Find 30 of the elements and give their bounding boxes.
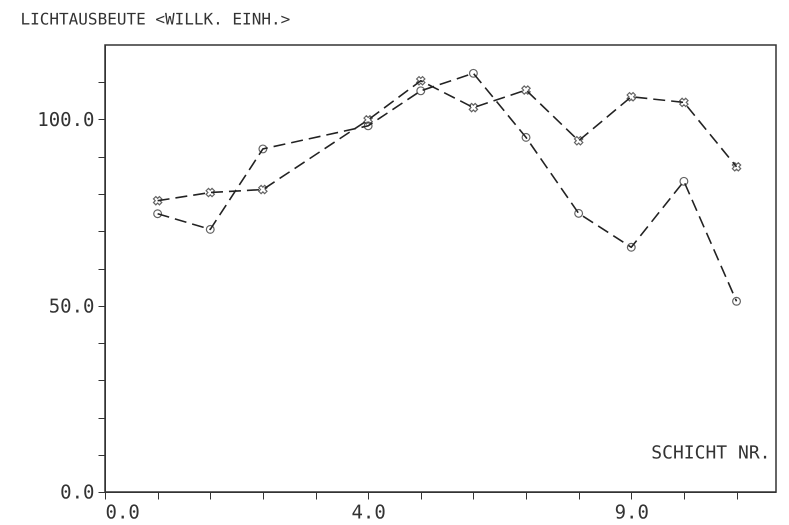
y-tick-label: 50.0 bbox=[48, 295, 94, 318]
x-tick-label: 0.0 bbox=[106, 502, 140, 524]
point bbox=[574, 208, 584, 218]
point bbox=[364, 121, 373, 130]
point bbox=[258, 184, 268, 194]
x-tick-label: 4.0 bbox=[351, 502, 386, 524]
point bbox=[679, 98, 689, 108]
point bbox=[522, 132, 530, 142]
point bbox=[416, 76, 426, 86]
point bbox=[152, 196, 162, 206]
point bbox=[732, 162, 742, 172]
point bbox=[416, 86, 426, 96]
point bbox=[258, 144, 268, 154]
y-axis-title: LICHTAUSBEUTE <WILLK. EINH.> bbox=[20, 10, 290, 28]
point bbox=[626, 242, 636, 252]
point bbox=[521, 85, 531, 95]
y-tick-label: 100.0 bbox=[37, 109, 94, 131]
x-axis-title: SCHICHT NR. bbox=[651, 442, 770, 464]
y-tick-label: 0.0 bbox=[60, 482, 94, 504]
point bbox=[679, 176, 688, 186]
point bbox=[732, 296, 741, 306]
point bbox=[363, 115, 373, 125]
point bbox=[206, 224, 215, 234]
point bbox=[574, 136, 584, 146]
x-tick-label: 9.0 bbox=[614, 502, 649, 524]
point bbox=[153, 209, 162, 218]
point bbox=[468, 68, 478, 78]
point bbox=[468, 102, 478, 112]
point bbox=[626, 92, 636, 102]
point bbox=[206, 188, 215, 198]
